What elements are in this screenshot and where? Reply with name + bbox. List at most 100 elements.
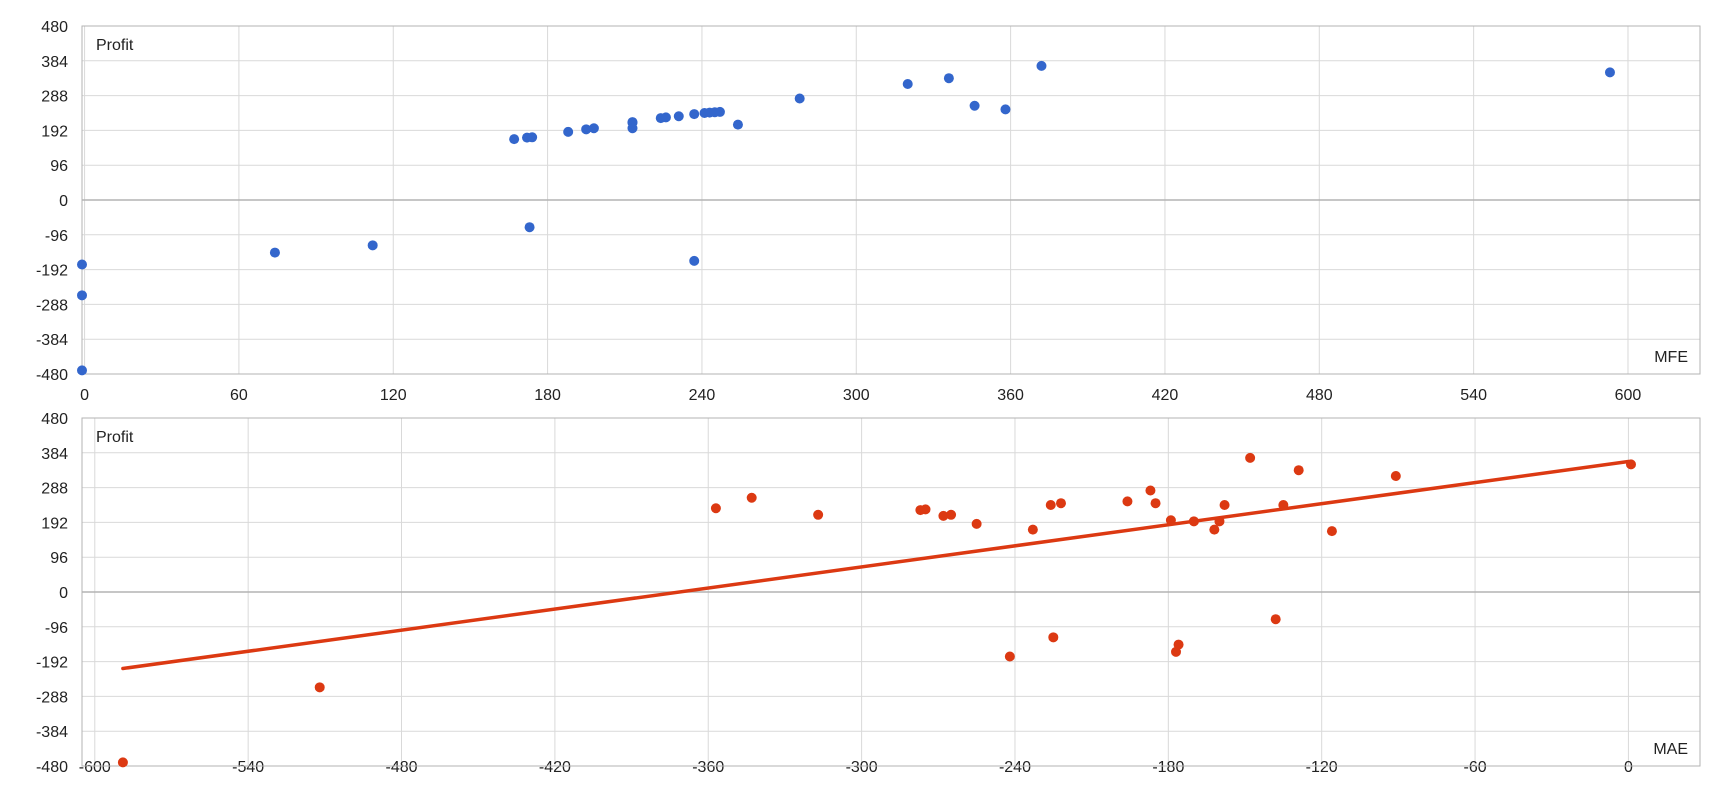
mae-data-point — [117, 757, 128, 768]
mfe-data-point — [1036, 60, 1047, 71]
mfe-data-point — [969, 100, 980, 111]
mae-data-point — [1293, 465, 1304, 476]
mfe-data-point — [673, 111, 684, 122]
mae-data-point — [938, 510, 949, 521]
mfe-y-tick-label: 192 — [41, 123, 68, 140]
mae-y-tick-label: 384 — [41, 446, 68, 463]
mae-data-point — [1173, 639, 1184, 650]
mae-data-point — [1145, 485, 1156, 496]
mae-x-tick-label: -540 — [232, 759, 264, 776]
mae-data-point — [1625, 459, 1636, 470]
mae-data-point — [1278, 500, 1289, 510]
mae-data-point — [1390, 471, 1401, 481]
mae-x-tick-label: -60 — [1464, 759, 1487, 776]
mae-y-tick-label: 192 — [41, 515, 68, 532]
mfe-data-point — [581, 124, 592, 135]
mae-data-point — [710, 503, 721, 514]
mfe-y-tick-label: -384 — [36, 332, 68, 349]
mfe-x-tick-label: 480 — [1306, 387, 1333, 404]
mae-data-point — [746, 492, 757, 503]
mfe-data-point — [714, 106, 725, 117]
mae-data-point — [1165, 515, 1176, 526]
mfe-y-tick-label: -192 — [36, 263, 68, 280]
mfe-data-point — [563, 126, 574, 137]
mfe-x-axis-label: MFE — [1654, 349, 1688, 366]
mfe-data-point — [269, 247, 280, 258]
mfe-data-point — [77, 290, 87, 301]
mae-y-tick-label: 480 — [41, 411, 68, 428]
mae-data-point — [971, 518, 982, 529]
mfe-data-point — [367, 240, 378, 251]
mae-y-tick-label: -288 — [36, 689, 68, 706]
mae-y-tick-label: -96 — [45, 620, 68, 637]
mfe-y-axis-label: Profit — [96, 37, 134, 54]
mae-data-point — [1055, 498, 1066, 509]
mae-data-point — [1270, 614, 1281, 625]
mae-x-tick-label: -600 — [79, 759, 111, 776]
mfe-data-point — [77, 259, 87, 270]
mae-data-point — [1326, 526, 1337, 537]
mfe-x-tick-label: 60 — [230, 387, 248, 404]
mae-y-tick-label: -192 — [36, 655, 68, 672]
mfe-x-tick-label: 300 — [843, 387, 870, 404]
mae-x-tick-label: 0 — [1624, 759, 1633, 776]
mfe-data-point — [689, 255, 700, 266]
mfe-data-point — [732, 119, 743, 130]
mae-x-tick-label: -480 — [385, 759, 417, 776]
mfe-plot-frame — [81, 25, 1701, 375]
mae-y-tick-label: -480 — [36, 759, 68, 776]
mfe-data-point — [77, 365, 87, 376]
mae-data-point — [1214, 516, 1225, 527]
mfe-data-point — [1000, 104, 1011, 115]
mfe-x-tick-label: 540 — [1460, 387, 1487, 404]
mae-data-point — [1219, 500, 1230, 510]
mae-data-point — [1045, 500, 1056, 510]
mae-x-tick-label: -120 — [1306, 759, 1338, 776]
mfe-data-point — [1604, 67, 1615, 78]
mae-trendline — [121, 459, 1631, 671]
mfe-data-point — [509, 134, 520, 145]
mfe-x-tick-label: 120 — [380, 387, 407, 404]
mae-plot-frame — [81, 417, 1701, 767]
mfe-data-point — [902, 79, 913, 89]
mae-x-tick-label: -240 — [999, 759, 1031, 776]
mfe-y-tick-label: 384 — [41, 54, 68, 71]
mae-data-point — [946, 509, 957, 520]
mfe-x-tick-label: 360 — [997, 387, 1024, 404]
mae-y-axis-label: Profit — [96, 429, 134, 446]
mfe-data-point — [527, 132, 538, 143]
mae-data-point — [1004, 651, 1015, 662]
mae-data-point — [813, 509, 824, 520]
mae-data-point — [1150, 498, 1161, 509]
mfe-data-point — [627, 123, 638, 134]
mfe-data-point — [794, 93, 805, 104]
mfe-y-tick-label: 96 — [50, 158, 68, 175]
mfe-x-tick-label: 180 — [534, 387, 561, 404]
mfe-x-tick-label: 240 — [689, 387, 716, 404]
mfe-y-tick-label: -480 — [36, 367, 68, 384]
mae-x-tick-label: -300 — [846, 759, 878, 776]
mfe-data-point — [524, 222, 535, 233]
mae-data-point — [1027, 524, 1038, 535]
mae-x-axis-label: MAE — [1653, 741, 1688, 758]
mae-y-tick-label: 288 — [41, 481, 68, 498]
mfe-y-tick-label: -288 — [36, 297, 68, 314]
mfe-data-point — [588, 123, 599, 134]
mae-data-point — [1245, 452, 1256, 463]
mae-data-point — [1188, 516, 1199, 527]
mae-data-point — [314, 682, 325, 693]
mae-y-tick-label: 96 — [50, 550, 68, 567]
mfe-data-point — [660, 112, 671, 123]
mae-x-tick-label: -180 — [1152, 759, 1184, 776]
mfe-y-tick-label: 288 — [41, 89, 68, 106]
mae-y-tick-label: 0 — [59, 585, 68, 602]
mfe-y-tick-label: 0 — [59, 193, 68, 210]
mfe-y-tick-label: -96 — [45, 228, 68, 245]
mae-data-point — [1209, 524, 1220, 535]
mfe-y-tick-label: 480 — [41, 19, 68, 36]
mae-x-tick-label: -360 — [692, 759, 724, 776]
mae-data-point — [1048, 632, 1059, 643]
mfe-data-point — [943, 73, 954, 84]
